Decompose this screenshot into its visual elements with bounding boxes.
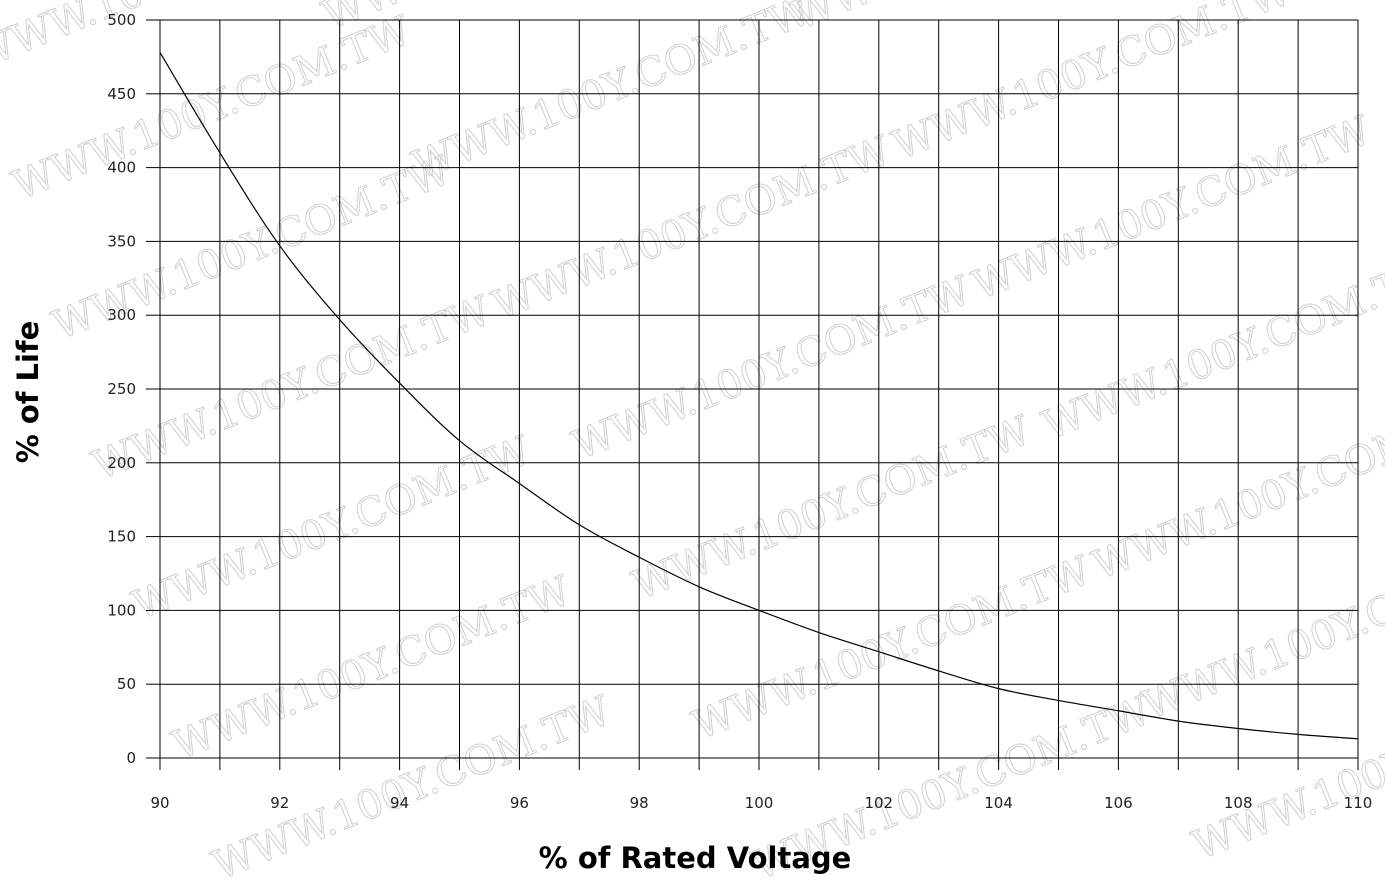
x-tick-label: 96	[510, 794, 529, 812]
x-tick-label: 110	[1344, 794, 1373, 812]
y-tick-label: 100	[107, 601, 136, 619]
watermark-text: WWW.100Y.COM.TW	[967, 108, 1378, 310]
tick-marks	[146, 19, 1359, 770]
watermark-text: WWW.100Y.COM.TW	[487, 128, 898, 330]
x-tick-label: 108	[1224, 794, 1253, 812]
y-tick-label: 500	[107, 11, 136, 29]
y-tick-label: 450	[107, 85, 136, 103]
watermark-text: WWW.100Y.COM.TW	[567, 268, 978, 470]
tick-labels: 0 50 100 150 200 250 300 350 400 450 500 90 92 94 96 98…	[107, 11, 1372, 812]
x-tick-label: 100	[745, 794, 774, 812]
y-tick-label: 400	[107, 159, 136, 177]
x-axis-title: % of Rated Voltage	[539, 841, 852, 875]
watermark-text: WWW.100Y.COM.TW	[87, 288, 498, 490]
series-line	[159, 52, 1359, 740]
y-tick-label: 150	[107, 528, 136, 546]
series-line-layer	[159, 52, 1359, 740]
y-tick-label: 200	[107, 454, 136, 472]
y-tick-label: 300	[107, 306, 136, 324]
y-axis-title: % of Life	[11, 321, 45, 464]
watermark-text: WWW.100Y.COM.TW	[127, 428, 538, 630]
grid-layer	[159, 19, 1359, 759]
watermark-text: WWW.100Y.COM.TW	[407, 0, 818, 189]
y-tick-label: 250	[107, 380, 136, 398]
x-tick-label: 104	[984, 794, 1013, 812]
y-tick-label: 350	[107, 232, 136, 250]
y-tick-label: 0	[126, 749, 136, 767]
x-tick-label: 92	[270, 794, 289, 812]
x-tick-label: 106	[1104, 794, 1133, 812]
x-tick-label: 90	[150, 794, 169, 812]
watermark-text: WWW.100Y.COM.TW	[1037, 248, 1385, 450]
y-tick-label: 50	[117, 675, 136, 693]
watermark-text: WWW.100Y.COM.TW	[687, 548, 1098, 750]
watermark-text: WWW.100Y.COM.TW	[627, 408, 1038, 610]
watermark-text: WWW.100Y.COM.TW	[887, 0, 1298, 169]
x-tick-label: 98	[630, 794, 649, 812]
x-tick-label: 94	[390, 794, 409, 812]
x-tick-label: 102	[864, 794, 893, 812]
